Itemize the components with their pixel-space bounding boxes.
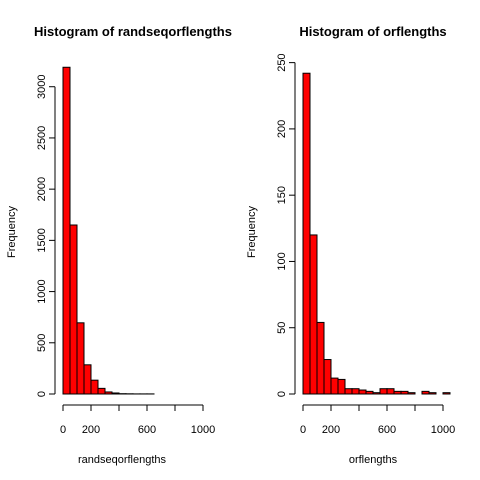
x-axis: 0 200 600 1000: [60, 404, 215, 436]
histogram-randseqorflengths: Histogram of randseqorflengths randseqor…: [6, 24, 232, 466]
histogram-bar: [421, 390, 430, 395]
histogram-bar: [400, 390, 409, 395]
histogram-bar: [365, 390, 374, 395]
x-axis-label: orflengths: [349, 454, 398, 466]
histogram-bar: [407, 392, 416, 395]
histogram-bar: [337, 378, 346, 395]
histogram-bar: [302, 72, 311, 395]
x-axis-label: randseqorflengths: [78, 454, 167, 466]
histogram-bar: [372, 392, 381, 395]
histogram-bar: [393, 390, 402, 395]
histogram-bar: [442, 392, 451, 395]
x-tick-label: 200: [82, 424, 100, 436]
bars: [62, 66, 155, 395]
histogram-bar: [316, 321, 325, 395]
histogram-bar: [69, 224, 78, 395]
histogram-bar: [62, 66, 71, 395]
y-axis: 0 50 100 150 200 250: [276, 53, 296, 397]
x-tick-label: 200: [322, 424, 340, 436]
y-tick-label: 50: [276, 322, 288, 334]
x-tick-label: 0: [300, 424, 306, 436]
histogram-bar: [358, 389, 367, 395]
y-tick-label: 0: [276, 391, 288, 397]
histogram-orflengths: Histogram of orflengths orflengths Frequ…: [246, 24, 455, 466]
y-tick-label: 1500: [36, 228, 48, 252]
y-tick-label: 2000: [36, 177, 48, 201]
y-axis: 0 500 1000 1500 2000 2500 3000: [36, 74, 56, 397]
y-tick-label: 3000: [36, 74, 48, 98]
histogram-bar: [104, 391, 113, 395]
y-tick-label: 100: [276, 252, 288, 270]
x-axis: 0 200 600 1000: [300, 404, 455, 436]
histogram-bar: [97, 387, 106, 395]
x-tick-label: 1000: [431, 424, 455, 436]
histogram-bar: [428, 392, 437, 395]
histogram-bar: [386, 388, 395, 395]
histogram-bar: [90, 379, 99, 395]
histogram-bar: [111, 392, 120, 395]
histogram-bar: [76, 322, 85, 395]
x-tick-label: 1000: [191, 424, 215, 436]
y-tick-label: 2500: [36, 126, 48, 150]
histogram-bar: [330, 377, 339, 395]
chart-title: Histogram of orflengths: [299, 24, 446, 39]
y-tick-label: 200: [276, 120, 288, 138]
bars: [302, 72, 451, 395]
y-tick-label: 1000: [36, 279, 48, 303]
y-tick-label: 500: [36, 334, 48, 352]
y-tick-label: 250: [276, 53, 288, 71]
histogram-bar: [83, 364, 92, 395]
x-tick-label: 600: [378, 424, 396, 436]
histogram-bar: [344, 388, 353, 395]
histogram-bar: [379, 388, 388, 395]
histogram-bar: [309, 234, 318, 395]
chart-title: Histogram of randseqorflengths: [34, 24, 232, 39]
histogram-bar: [351, 388, 360, 395]
y-axis-label: Frequency: [6, 206, 18, 258]
histogram-bar: [323, 359, 332, 395]
y-tick-label: 150: [276, 186, 288, 204]
x-tick-label: 600: [138, 424, 156, 436]
y-tick-label: 0: [36, 391, 48, 397]
y-axis-label: Frequency: [246, 206, 258, 258]
x-tick-label: 0: [60, 424, 66, 436]
